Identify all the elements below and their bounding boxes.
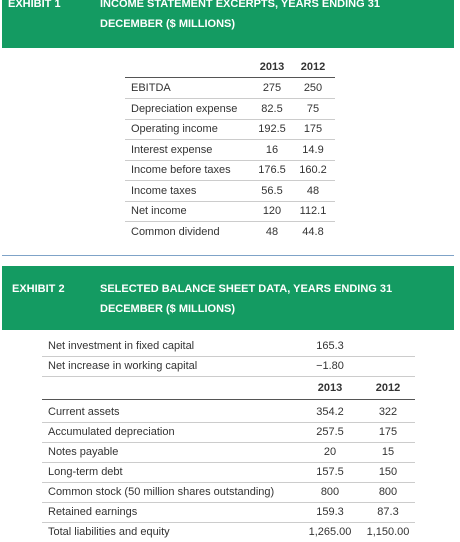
exhibit-title: DECEMBER ($ MILLIONS) [100, 18, 236, 30]
exhibit-title: DECEMBER ($ MILLIONS) [100, 303, 236, 315]
row-rule [125, 118, 335, 120]
cell-value: 159.3 [316, 506, 344, 518]
row-rule [42, 482, 415, 483]
cell-value: 56.5 [261, 184, 283, 197]
row-rule [42, 399, 415, 400]
row-label: Net increase in working capital [48, 360, 198, 372]
cell-value: 275 [262, 82, 282, 94]
row-label: Common dividend [131, 225, 220, 238]
row-label: Net income [131, 205, 187, 217]
cell-value: 192.5 [258, 123, 286, 135]
row-label: Operating income [131, 123, 218, 135]
cell-value: 14.9 [302, 143, 324, 156]
cell-value: 160.2 [299, 164, 327, 176]
row-rule [42, 442, 415, 443]
cell-value: 322 [378, 406, 398, 418]
exhibit1-header [2, 0, 454, 48]
row-label: Notes payable [48, 446, 119, 458]
row-label: Depreciation expense [131, 102, 238, 115]
exhibit-title: INCOME STATEMENT EXCERPTS, YEARS ENDING … [100, 0, 380, 10]
cell-value: 15 [381, 446, 395, 458]
column-header: 2012 [375, 382, 401, 394]
row-label: Accumulated depreciation [48, 426, 175, 438]
exhibit-label: EXHIBIT 2 [12, 283, 65, 295]
cell-value: 112.1 [299, 205, 327, 217]
exhibit-label: EXHIBIT 1 [8, 0, 61, 10]
row-label: EBITDA [131, 82, 171, 94]
column-header: 2013 [259, 61, 285, 73]
cell-value: 150 [378, 466, 398, 478]
row-label: Income taxes [131, 184, 197, 197]
row-label: Interest expense [131, 143, 213, 156]
cell-value: 48 [265, 225, 279, 238]
cell-value: 250 [303, 82, 323, 94]
cell-value: −1.80 [316, 360, 344, 372]
cell-value: 82.5 [261, 102, 283, 115]
row-rule [125, 159, 335, 161]
row-rule [125, 180, 335, 181]
cell-value: 75 [306, 102, 320, 115]
cell-value: 800 [320, 486, 340, 498]
row-rule [125, 98, 335, 99]
row-rule [125, 77, 335, 78]
cell-value: 20 [323, 446, 337, 458]
cell-value: 1,150.00 [366, 526, 410, 538]
row-rule [125, 139, 335, 140]
row-rule [42, 356, 415, 357]
row-rule [125, 221, 335, 222]
cell-value: 87.3 [377, 506, 399, 518]
cell-value: 354.2 [316, 406, 344, 418]
row-rule [42, 422, 415, 423]
cell-value: 16 [265, 143, 279, 156]
row-label: Income before taxes [131, 164, 231, 176]
row-rule [42, 502, 415, 503]
cell-value: 175 [378, 426, 398, 438]
row-rule [125, 200, 335, 202]
row-label: Common stock (50 million shares outstand… [48, 486, 275, 498]
cell-value: 44.8 [302, 225, 324, 238]
row-label: Total liabilities and equity [48, 526, 170, 538]
column-header: 2012 [300, 61, 326, 73]
cell-value: 1,265.00 [308, 526, 352, 538]
cell-value: 165.3 [316, 340, 344, 352]
exhibit2-header [2, 266, 454, 330]
cell-value: 257.5 [316, 426, 344, 438]
row-rule [42, 376, 415, 377]
row-rule [42, 462, 415, 463]
row-label: Current assets [48, 406, 120, 418]
cell-value: 175 [303, 123, 323, 135]
separator [2, 255, 454, 256]
column-header: 2013 [317, 382, 343, 394]
row-rule [42, 522, 415, 523]
exhibit-title: SELECTED BALANCE SHEET DATA, YEARS ENDIN… [100, 283, 393, 295]
row-label: Long-term debt [48, 466, 123, 478]
row-label: Net investment in fixed capital [48, 340, 195, 352]
row-label: Retained earnings [48, 506, 138, 518]
cell-value: 48 [306, 184, 320, 197]
cell-value: 800 [378, 486, 398, 498]
cell-value: 176.5 [258, 164, 286, 176]
cell-value: 120 [262, 205, 282, 217]
cell-value: 157.5 [316, 466, 344, 478]
